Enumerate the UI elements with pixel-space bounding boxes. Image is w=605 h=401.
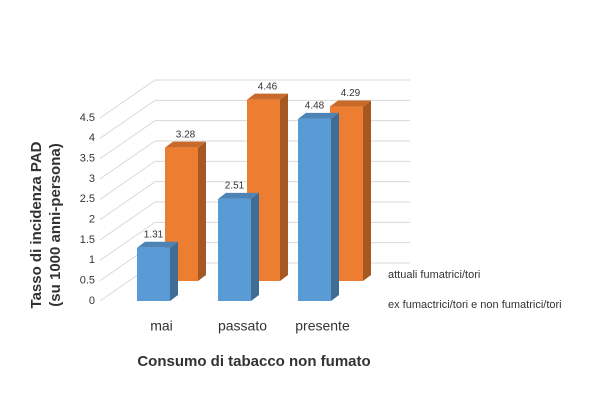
bar-side bbox=[331, 112, 339, 302]
bar-top bbox=[247, 93, 288, 100]
bar-side bbox=[198, 141, 206, 281]
y-tick-label: 2 bbox=[89, 214, 95, 226]
y-tick-label: 0 bbox=[89, 295, 95, 307]
y-axis-title: Tasso di incidenza PAD (su 1000 anni-per… bbox=[28, 141, 64, 308]
bar bbox=[298, 118, 331, 302]
data-label: 4.29 bbox=[341, 88, 361, 99]
bar-top bbox=[330, 100, 371, 107]
legend-entry: attuali fumatrici/tori bbox=[388, 269, 480, 281]
y-tick-label: 3 bbox=[89, 173, 95, 185]
y-tick-label: 0.5 bbox=[80, 275, 95, 287]
data-label: 1.31 bbox=[144, 229, 164, 240]
bar-top bbox=[137, 241, 178, 248]
grid-line bbox=[99, 79, 410, 119]
bar-top bbox=[165, 141, 206, 148]
y-tick-label: 4.5 bbox=[80, 112, 95, 124]
bar-top bbox=[298, 112, 339, 119]
data-label: 2.51 bbox=[225, 181, 245, 192]
y-tick-label: 2.5 bbox=[80, 193, 95, 205]
x-axis-title: Consumo di tabacco non fumato bbox=[137, 353, 370, 370]
bar-side bbox=[251, 192, 259, 301]
bar-top bbox=[218, 192, 259, 199]
bar-side bbox=[363, 100, 371, 281]
bar bbox=[137, 247, 170, 301]
y-tick-label: 1.5 bbox=[80, 234, 95, 246]
x-tick-label: presente bbox=[295, 318, 350, 334]
y-tick-label: 4 bbox=[89, 132, 95, 144]
data-label: 4.46 bbox=[258, 81, 278, 92]
x-tick-label: passato bbox=[218, 318, 267, 334]
bar-side bbox=[170, 241, 178, 301]
y-axis-title-line: (su 1000 anni-persona) bbox=[47, 143, 64, 306]
bar bbox=[218, 198, 251, 301]
data-label: 3.28 bbox=[176, 129, 196, 140]
data-label: 4.48 bbox=[305, 100, 325, 111]
y-axis-title-line: Tasso di incidenza PAD bbox=[28, 141, 45, 308]
legend-entry: ex fumactrici/tori e non fumatrici/tori bbox=[388, 299, 562, 311]
x-tick-label: mai bbox=[150, 318, 173, 334]
y-tick-label: 1 bbox=[89, 254, 95, 266]
grid-line bbox=[99, 99, 410, 139]
y-tick-label: 3.5 bbox=[80, 153, 95, 165]
bar-side bbox=[280, 93, 288, 281]
